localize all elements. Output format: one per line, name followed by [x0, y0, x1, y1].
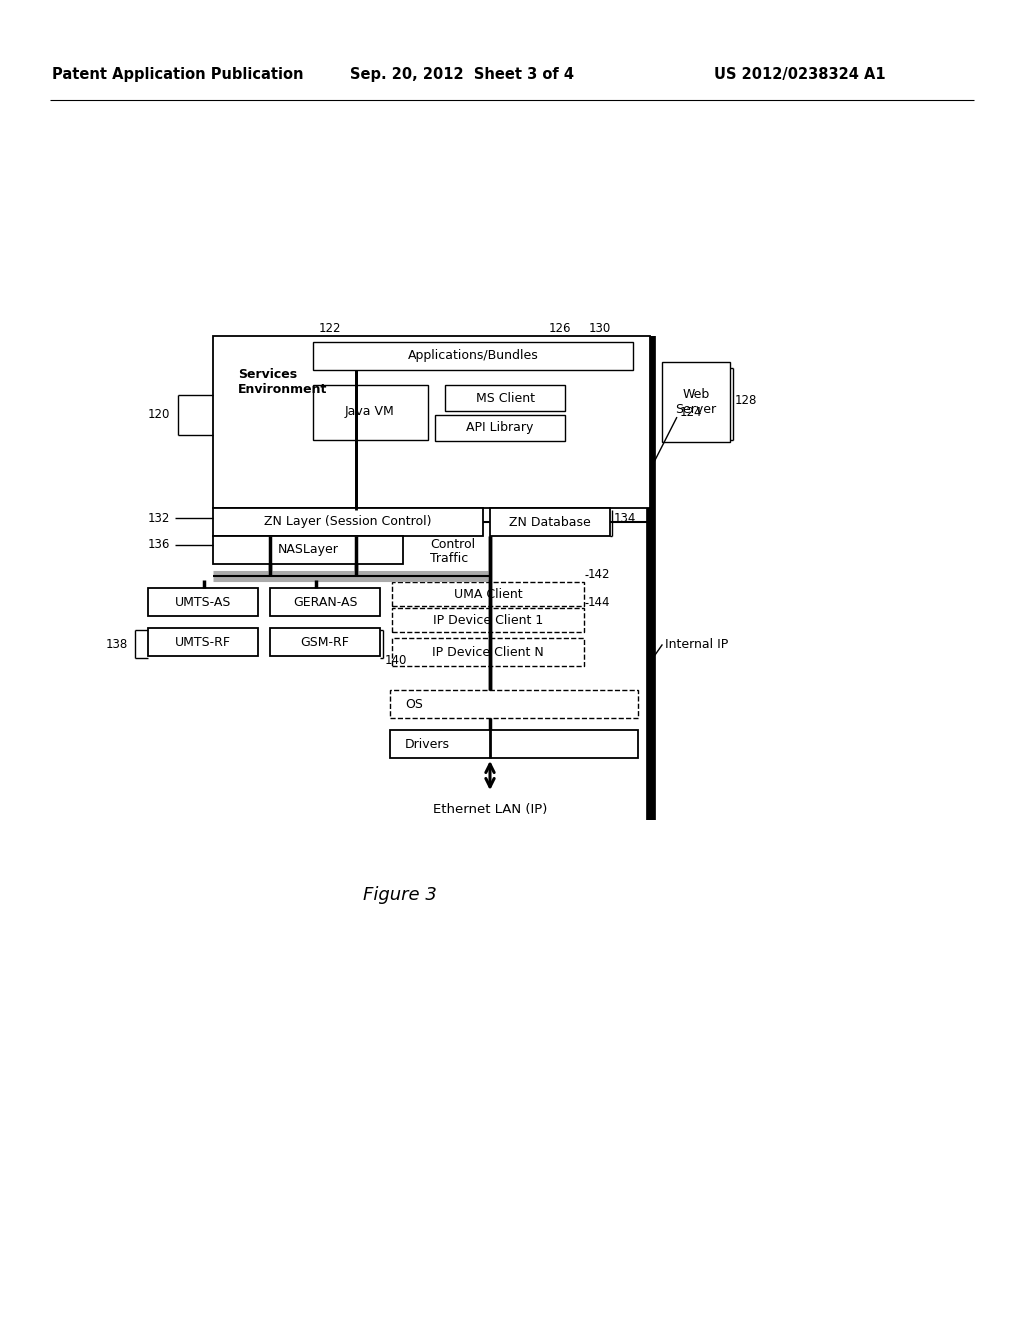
Text: NASLayer: NASLayer — [278, 544, 339, 557]
Bar — [148, 628, 258, 656]
Text: UMA Client: UMA Client — [454, 587, 522, 601]
Text: 132: 132 — [147, 511, 170, 524]
Text: Figure 3: Figure 3 — [364, 886, 437, 904]
Bar — [270, 587, 380, 616]
Bar — [490, 508, 610, 536]
Text: ZN Database: ZN Database — [509, 516, 591, 528]
Text: GSM-RF: GSM-RF — [301, 635, 349, 648]
Text: OS: OS — [406, 697, 423, 710]
Text: Patent Application Publication: Patent Application Publication — [52, 67, 304, 82]
Text: Services
Environment: Services Environment — [238, 368, 328, 396]
Text: Control: Control — [430, 539, 475, 552]
Text: Traffic: Traffic — [430, 552, 468, 565]
Bar — [213, 337, 650, 508]
Text: 138: 138 — [105, 639, 128, 652]
Bar — [148, 587, 258, 616]
Text: IP Device Client 1: IP Device Client 1 — [433, 614, 543, 627]
Bar — [435, 414, 565, 441]
Bar — [313, 342, 633, 370]
Bar — [392, 638, 584, 667]
Text: 124: 124 — [680, 405, 702, 418]
Bar — [445, 385, 565, 411]
Text: 130: 130 — [589, 322, 611, 334]
Bar — [313, 385, 428, 440]
Bar — [213, 508, 483, 536]
Text: ZN Layer (Session Control): ZN Layer (Session Control) — [264, 516, 432, 528]
Text: US 2012/0238324 A1: US 2012/0238324 A1 — [714, 67, 886, 82]
Text: Internal IP: Internal IP — [665, 639, 728, 652]
Text: IP Device Client N: IP Device Client N — [432, 645, 544, 659]
Text: MS Client: MS Client — [475, 392, 535, 404]
Text: UMTS-AS: UMTS-AS — [175, 595, 231, 609]
Bar — [390, 730, 638, 758]
Text: Applications/Bundles: Applications/Bundles — [408, 350, 539, 363]
Text: Ethernet LAN (IP): Ethernet LAN (IP) — [433, 803, 547, 816]
Text: 136: 136 — [147, 539, 170, 552]
Text: 140: 140 — [385, 653, 408, 667]
Text: 120: 120 — [147, 408, 170, 421]
Bar — [270, 628, 380, 656]
Text: 128: 128 — [735, 393, 758, 407]
Text: UMTS-RF: UMTS-RF — [175, 635, 231, 648]
Text: Java VM: Java VM — [345, 405, 395, 418]
Text: Sep. 20, 2012  Sheet 3 of 4: Sep. 20, 2012 Sheet 3 of 4 — [350, 67, 574, 82]
Text: Drivers: Drivers — [406, 738, 450, 751]
Text: Web
Server: Web Server — [676, 388, 717, 416]
Text: 134: 134 — [614, 511, 636, 524]
Bar — [213, 536, 403, 564]
Text: API Library: API Library — [466, 421, 534, 434]
Text: GERAN-AS: GERAN-AS — [293, 595, 357, 609]
Text: 142: 142 — [588, 569, 610, 582]
Bar — [392, 609, 584, 632]
Bar — [662, 362, 730, 442]
Bar — [392, 582, 584, 606]
Bar — [390, 690, 638, 718]
Text: 126: 126 — [549, 322, 571, 334]
Text: 122: 122 — [318, 322, 341, 334]
Text: 144: 144 — [588, 597, 610, 610]
